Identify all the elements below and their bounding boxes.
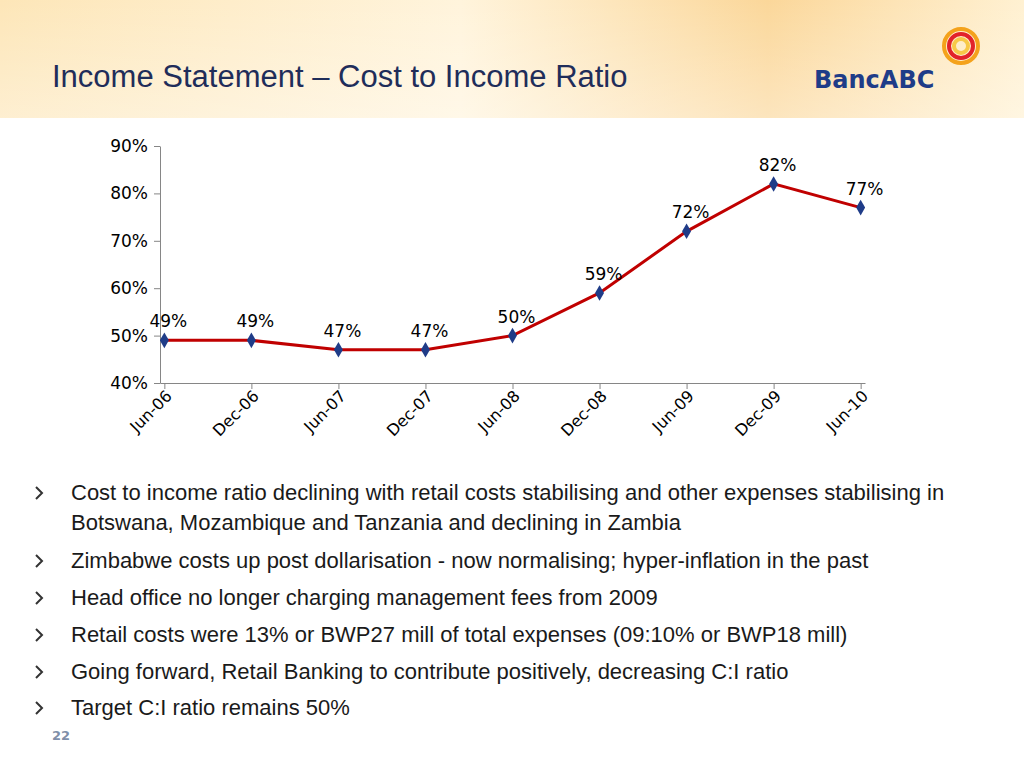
bullet-marker <box>36 702 42 714</box>
marker <box>769 176 778 192</box>
x-tick: Dec-08 <box>557 383 611 440</box>
marker <box>334 342 343 358</box>
y-tick-label: 90% <box>110 136 148 156</box>
y-tick-mark <box>154 336 160 337</box>
x-tick: Jun-09 <box>648 383 698 437</box>
x-tick-mark <box>251 383 252 389</box>
x-tick-mark <box>164 383 165 389</box>
x-tick: Dec-06 <box>209 383 263 440</box>
y-tick-label: 60% <box>110 278 148 298</box>
x-tick: Jun-06 <box>125 383 175 437</box>
header-fade <box>0 0 1024 118</box>
bullet-marker <box>36 487 42 499</box>
marker <box>508 328 517 344</box>
bullet-marker <box>36 629 42 641</box>
y-tick: 80% <box>110 183 160 203</box>
logo: BancABC <box>814 29 978 94</box>
page-number: 22 <box>52 728 70 743</box>
x-tick-label: Jun-10 <box>822 386 872 436</box>
x-tick: Dec-07 <box>383 383 437 440</box>
y-axis: 40% 50% 60% 70% 80% 90% <box>110 136 160 393</box>
y-tick-mark <box>154 241 160 242</box>
x-tick-mark <box>600 383 601 389</box>
x-tick-label: Dec-07 <box>383 386 437 440</box>
y-tick-label: 40% <box>110 373 148 393</box>
data-label: 82% <box>759 155 797 175</box>
x-tick-label: Dec-08 <box>557 386 611 440</box>
bullet-marker <box>36 555 42 567</box>
logo-text: BancABC <box>814 66 934 94</box>
data-label: 49% <box>149 311 187 331</box>
x-tick-mark <box>861 383 862 389</box>
y-tick-mark <box>154 146 160 147</box>
y-tick: 70% <box>110 231 160 251</box>
logo-ring <box>949 34 973 58</box>
marker <box>247 333 256 349</box>
x-tick-mark <box>513 383 514 389</box>
y-tick-mark <box>154 288 160 289</box>
y-tick: 40% <box>110 373 160 393</box>
x-tick-mark <box>338 383 339 389</box>
marker <box>595 285 604 301</box>
marker <box>160 333 169 349</box>
bullet-text: Target C:I ratio remains 50% <box>71 693 1016 723</box>
x-tick: Jun-08 <box>474 383 524 437</box>
data-label: 59% <box>585 264 623 284</box>
x-tick: Jun-07 <box>299 383 349 437</box>
x-tick-mark <box>425 383 426 389</box>
bullet-text: Going forward, Retail Banking to contrib… <box>71 657 1016 687</box>
slide-title: Income Statement – Cost to Income Ratio <box>52 59 628 94</box>
data-label: 72% <box>672 202 710 222</box>
y-tick-label: 70% <box>110 231 148 251</box>
y-tick-mark <box>154 383 160 384</box>
y-tick: 90% <box>110 136 160 156</box>
slide: Income Statement – Cost to Income Ratio B… <box>0 0 1024 768</box>
y-axis-line <box>160 147 161 384</box>
x-tick-mark <box>687 383 688 389</box>
x-tick-label: Dec-09 <box>731 386 785 440</box>
x-tick: Dec-09 <box>731 383 785 440</box>
chart: 40% 50% 60% 70% 80% 90% Jun-06 Dec-06 Jun-07 Dec-… <box>110 136 883 440</box>
bullet-text: Retail costs were 13% or BWP27 mill of t… <box>71 620 1016 650</box>
data-label: 77% <box>846 179 884 199</box>
data-label: 47% <box>411 321 449 341</box>
marker <box>856 200 865 216</box>
x-tick-label: Jun-08 <box>474 386 524 436</box>
bullet-marker <box>36 592 42 604</box>
bullet-marker <box>36 666 42 678</box>
data-label: 50% <box>498 307 536 327</box>
data-label: 47% <box>324 321 362 341</box>
plot-area <box>160 176 865 357</box>
x-tick-label: Jun-09 <box>648 386 698 436</box>
bullet-text: Zimbabwe costs up post dollarisation - n… <box>71 546 1016 576</box>
data-labels: 49% 49% 47% 47% 50% 59% 72% 82% 77% <box>149 155 883 341</box>
y-tick-label: 80% <box>110 183 148 203</box>
series-line <box>164 184 860 350</box>
logo-ring <box>954 39 968 53</box>
x-tick-label: Jun-06 <box>125 386 175 436</box>
marker <box>682 224 691 240</box>
data-label: 49% <box>236 311 274 331</box>
y-tick-mark <box>154 193 160 194</box>
bullet-text: Cost to income ratio declining with reta… <box>71 478 1016 538</box>
x-tick-mark <box>774 383 775 389</box>
marker <box>421 342 430 358</box>
x-axis: Jun-06 Dec-06 Jun-07 Dec-07 Jun-08 Dec-08 Jun-… <box>125 383 872 440</box>
x-tick-label: Dec-06 <box>209 386 263 440</box>
bullet-text: Head office no longer charging managemen… <box>71 583 1016 613</box>
y-tick-label: 50% <box>110 326 148 346</box>
x-tick-label: Jun-07 <box>299 386 349 436</box>
logo-ring <box>944 29 978 63</box>
y-tick: 60% <box>110 278 160 298</box>
header-band <box>0 0 1024 118</box>
x-tick: Jun-10 <box>822 383 872 437</box>
